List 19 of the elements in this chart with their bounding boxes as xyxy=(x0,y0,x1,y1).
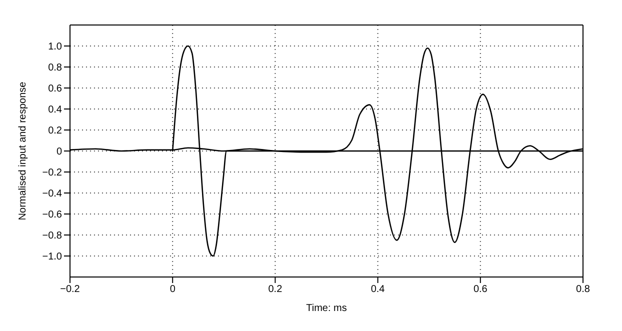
y-axis-title: Normalised input and response xyxy=(18,81,29,220)
x-tick-label: 0.6 xyxy=(473,284,488,296)
y-tick-label: 0 xyxy=(56,146,62,158)
x-tick-label: 0.2 xyxy=(268,284,283,296)
y-tick-label: −0.2 xyxy=(42,168,62,179)
y-tick-label: 0.2 xyxy=(48,126,62,137)
y-tick-label: 0.4 xyxy=(48,104,62,116)
x-tick-label: 0.8 xyxy=(576,284,590,296)
y-tick-label: −0.8 xyxy=(42,230,62,242)
x-tick-label: 0.4 xyxy=(370,284,386,296)
y-tick-label: 0.8 xyxy=(48,62,62,74)
x-tick-label: −0.2 xyxy=(60,284,80,296)
y-tick-label: 0.6 xyxy=(48,84,62,95)
y-tick-label: −0.4 xyxy=(42,188,62,200)
y-tick-label: −1.0 xyxy=(42,252,62,263)
x-axis-title: Time: ms xyxy=(306,303,347,314)
x-tick-label: 0 xyxy=(170,284,176,296)
y-tick-label: −0.6 xyxy=(42,210,62,221)
y-tick-label: 1.0 xyxy=(48,42,62,53)
